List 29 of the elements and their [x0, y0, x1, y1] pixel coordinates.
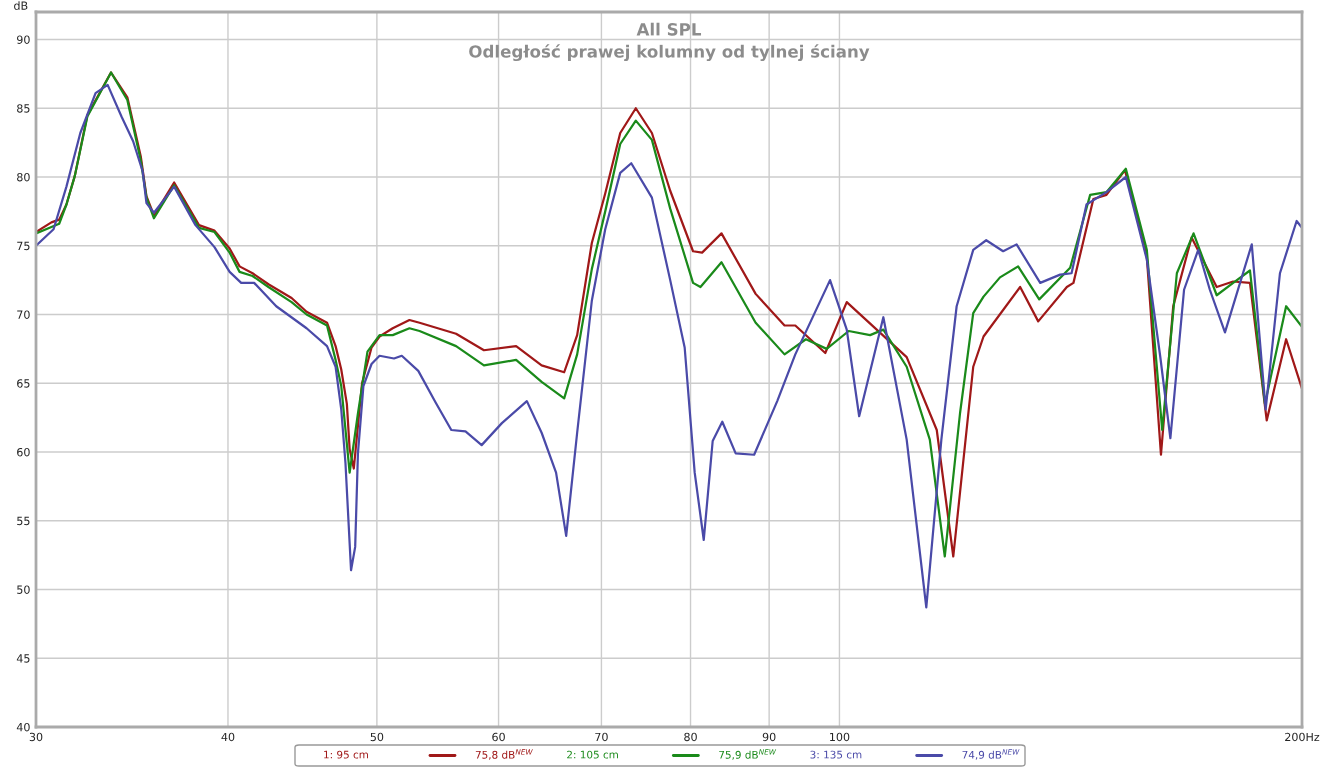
x-tick-label: 60 — [492, 732, 505, 742]
y-tick-label: 40 — [16, 722, 30, 732]
text: 75,9 dB$^{NEW}$ — [719, 749, 777, 760]
y-tick-label: 75 — [17, 241, 30, 251]
text: 1: 95 cm — [324, 750, 368, 759]
x-tick-label: 70 — [595, 732, 608, 742]
y-tick-label: 55 — [17, 516, 30, 526]
x-tick-label: 40 — [221, 732, 235, 742]
text: 2: 105 cm — [567, 750, 618, 759]
text: 74,9 dB$^{NEW}$ — [962, 749, 1020, 760]
x-tick-label: 100 — [830, 732, 850, 742]
y-tick-label: 85 — [17, 104, 30, 113]
y-tick-label: 45 — [16, 654, 30, 663]
x-tick-label: 80 — [684, 732, 697, 742]
y-tick-label: 80 — [17, 172, 30, 182]
text: All SPL — [636, 22, 702, 36]
text: 75,8 dB$^{NEW}$ — [475, 749, 533, 760]
x-tick-label: 200Hz — [1285, 732, 1320, 742]
x-tick-label: 50 — [370, 732, 384, 742]
x-tick-label: 90 — [762, 732, 776, 742]
y-axis-title: dB — [14, 1, 28, 10]
y-tick-label: 70 — [17, 310, 30, 319]
y-tick-label: 90 — [17, 35, 30, 44]
text: Odległość prawej kolumny od tylnej ściany — [469, 44, 870, 62]
y-tick-label: 60 — [17, 447, 30, 457]
text: 3: 135 cm — [810, 750, 862, 759]
y-tick-label: 65 — [17, 379, 30, 388]
x-tick-label: 30 — [29, 732, 43, 742]
y-tick-label: 50 — [17, 585, 30, 594]
